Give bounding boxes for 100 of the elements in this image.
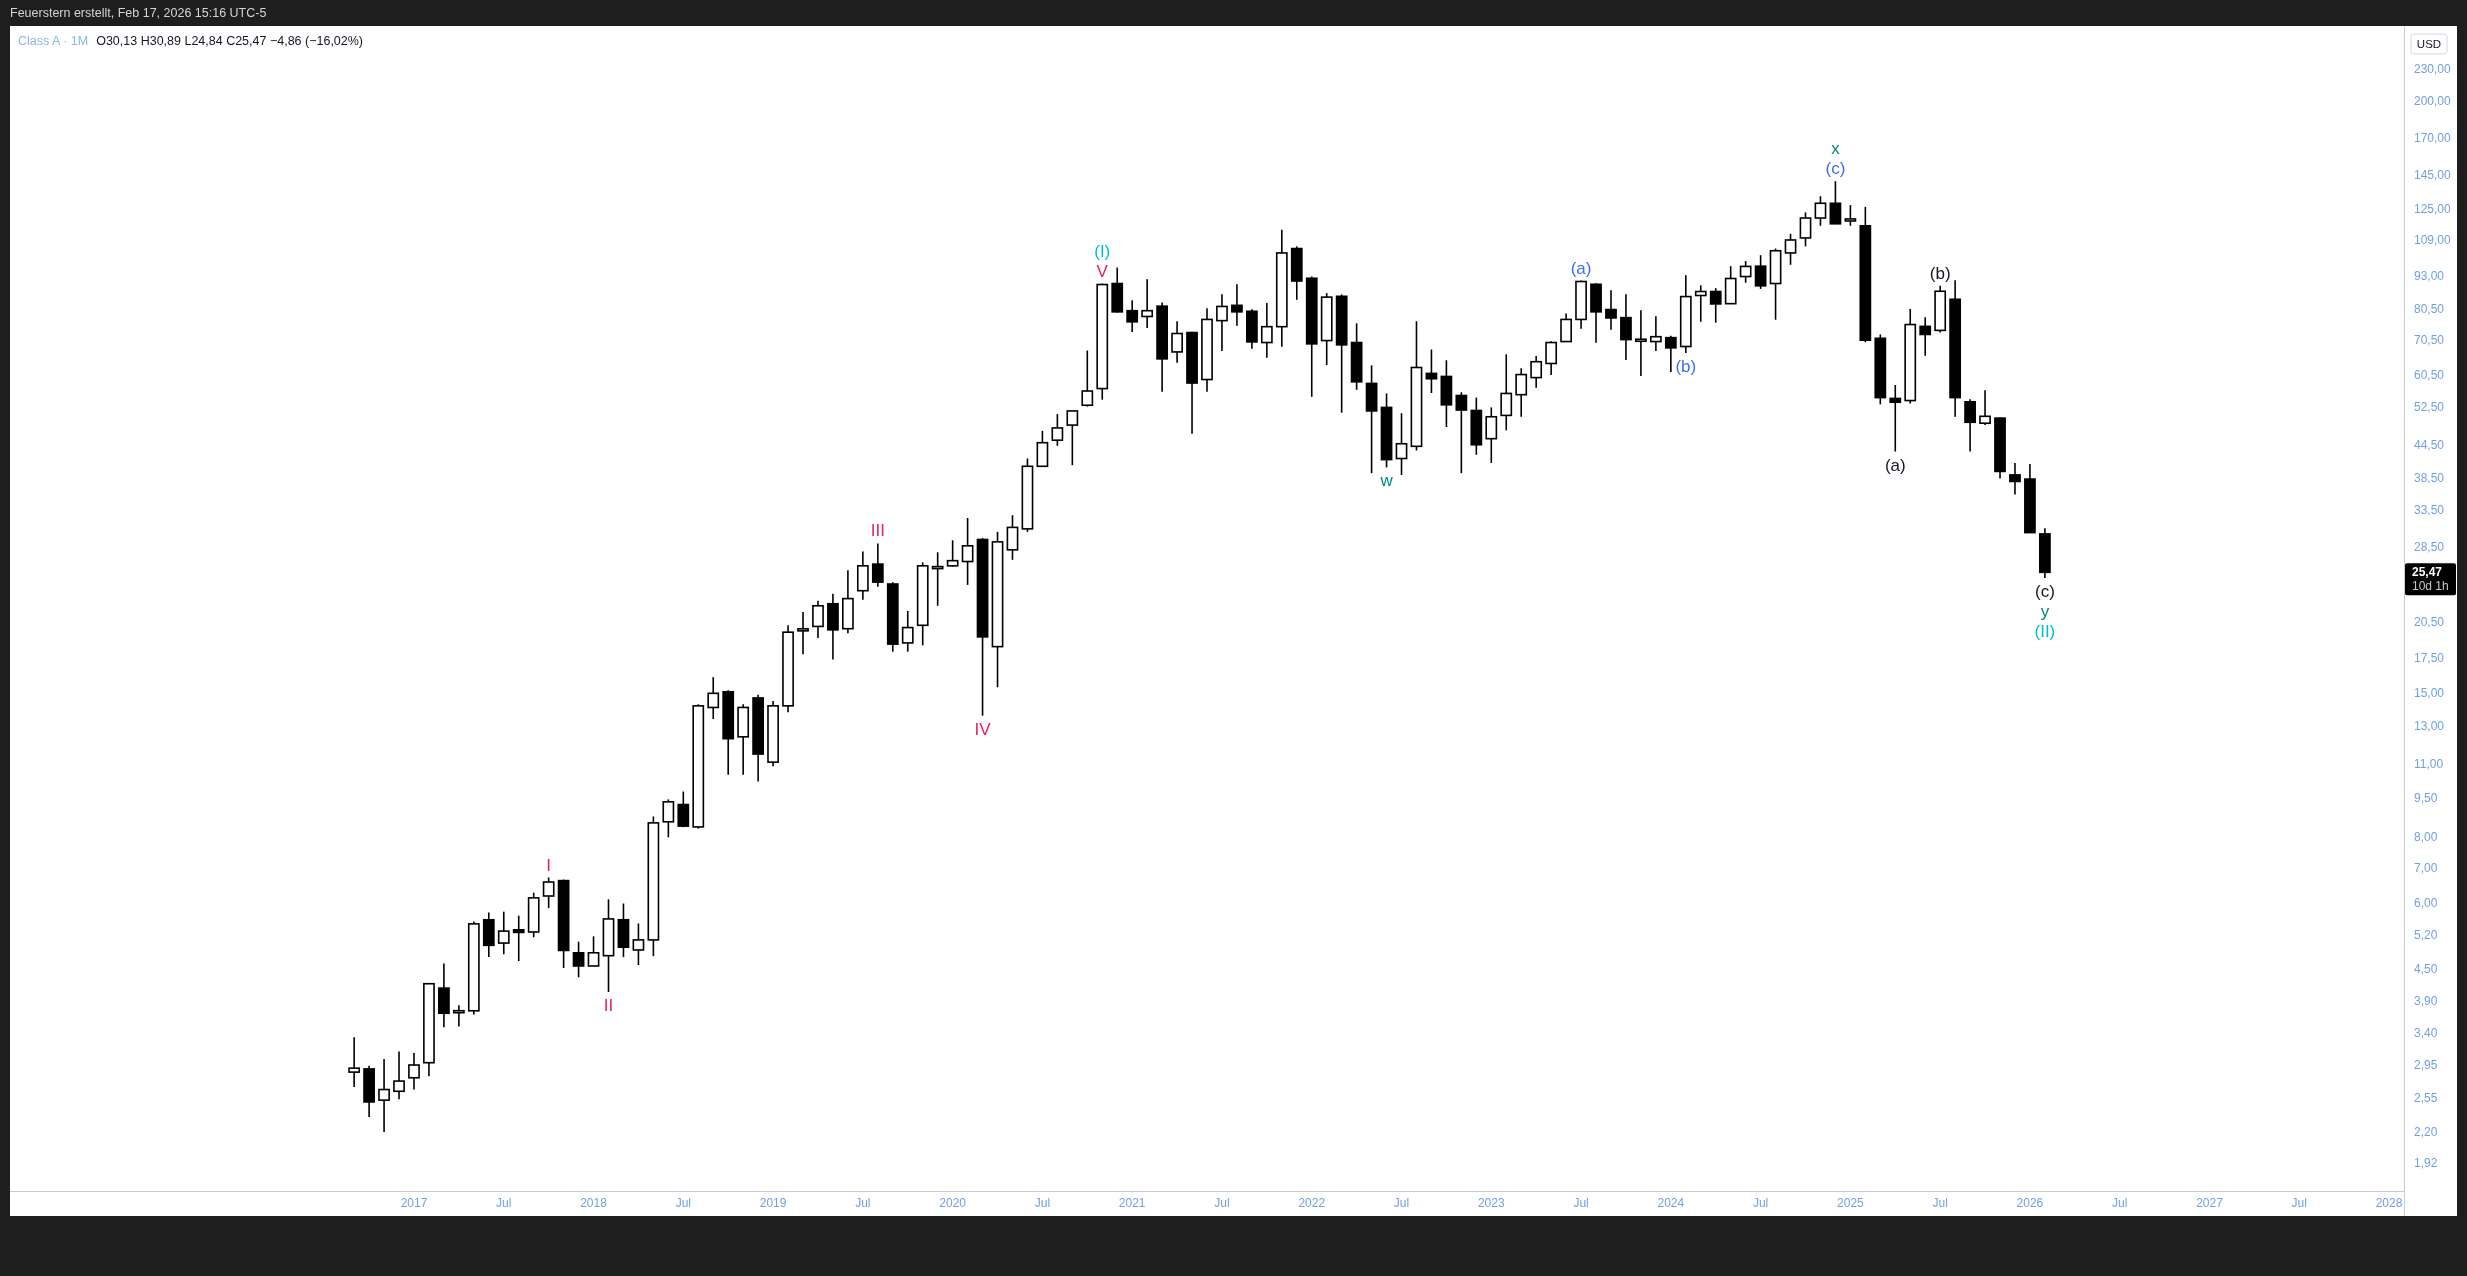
y-tick-label: 8,00 [2414,829,2438,844]
candlestick [1754,254,1767,290]
annotation: y [2040,601,2050,621]
annotation: w [1379,470,1394,490]
y-tick-label: 7,00 [2414,860,2438,875]
candlestick [1141,278,1154,329]
y-tick-label: 60,50 [2414,367,2445,382]
candlestick [452,1004,465,1028]
x-tick-label: Jul [1573,1196,1589,1210]
candlestick [1964,398,1976,453]
candlestick [931,551,944,607]
y-tick-label: 28,50 [2414,539,2445,554]
y-tick-label: 20,50 [2414,614,2445,629]
candlestick [1664,334,1677,373]
candlestick [1844,204,1857,227]
y-tick-label: 5,20 [2414,928,2438,943]
x-tick-label: Jul [1932,1196,1948,1210]
candlestick [1051,413,1064,447]
annotation: x [1831,138,1841,158]
annotation: (II) [2034,621,2056,641]
candlestick [946,539,959,568]
candlestick [348,1036,361,1088]
annotation: I [546,855,552,875]
text: 10d 1h [2412,579,2449,594]
x-tick-label: Jul [2112,1196,2128,1210]
y-tick-label: 52,50 [2414,399,2445,414]
x-tick-label: Jul [1393,1196,1410,1210]
x-tick-label: Jul [2291,1196,2307,1210]
candlestick [1649,315,1662,352]
candlestick [378,1058,390,1133]
y-tick-label: 109,00 [2414,233,2452,247]
candlestick [1126,299,1139,333]
candlestick [1799,211,1812,248]
candlestick [1425,348,1438,394]
candlestick [1036,430,1049,468]
y-tick-label: 80,50 [2414,302,2445,317]
candlestick [1694,284,1707,323]
y-tick-label: 1,92 [2414,1156,2438,1171]
candlestick [393,1050,405,1101]
x-tick-label: 2021 [1118,1196,1146,1210]
candlestick [1395,412,1408,476]
candlestick [1889,384,1902,453]
candlestick [1919,316,1932,357]
x-tick-label: 2024 [1657,1196,1685,1210]
y-tick-label: 6,00 [2414,895,2438,910]
y-tick-label: 15,00 [2414,686,2445,701]
y-tick-label: 17,50 [2414,651,2445,666]
candlestick [1545,340,1558,376]
candlestick [1560,312,1572,343]
candlestick [572,940,585,979]
x-tick-label: Jul [1214,1196,1230,1210]
annotation: (b) [1929,263,1951,283]
annotation: (b) [1675,356,1697,376]
candlestick [1231,283,1243,327]
candlestick [1530,355,1543,389]
x-tick-label: Jul [1034,1196,1051,1210]
candlestick [961,517,974,586]
x-tick-label: Jul [675,1196,691,1210]
x-tick-label: 2027 [2196,1196,2224,1210]
y-tick-label: 9,50 [2414,790,2438,805]
y-tick-label: 200,00 [2414,94,2452,109]
candlestick [797,611,809,655]
candlestick [408,1052,420,1091]
text: Class A · 1M [18,34,89,48]
x-tick-label: 2023 [1477,1196,1505,1210]
candlestick [497,910,510,956]
y-tick-label: 145,00 [2414,167,2452,182]
y-tick-label: 70,50 [2414,332,2445,347]
y-tick-label: 2,95 [2414,1058,2438,1073]
candlestick [632,922,645,966]
candlestick [1171,320,1183,364]
candlestick [812,599,824,639]
candlestick [707,676,720,720]
y-tick-label: 2,55 [2414,1091,2438,1106]
y-tick-label: 230,00 [2414,62,2452,77]
candlestick [1635,309,1647,377]
candlestick [1260,302,1273,359]
y-tick-label: 125,00 [2414,201,2452,216]
y-tick-label: 33,50 [2414,502,2445,517]
y-tick-label: 44,50 [2414,437,2445,452]
candlestick [1814,195,1827,227]
y-tick-label: 11,00 [2414,757,2444,772]
y-tick-label: 4,50 [2414,961,2438,976]
candlestick [1605,289,1617,331]
annotation: IV [974,719,992,739]
annotation: (a) [1884,455,1906,475]
y-tick-label: 93,00 [2414,269,2445,284]
y-axis-title: USD [2416,38,2442,50]
x-tick-label: 2017 [400,1196,428,1210]
annotation: (a) [1570,258,1592,277]
candlestick [512,914,525,962]
annotation: II [603,995,614,1015]
candlestick [1006,514,1019,561]
annotation: (c) [2034,581,2055,601]
annotation: III [870,520,885,540]
x-tick-label: 2026 [2016,1196,2044,1210]
y-tick-label: 2,20 [2414,1125,2438,1140]
x-tick-label: Jul [855,1196,871,1210]
annotation: (I) [1094,241,1111,261]
text: O30,13 H30,89 L24,84 C25,47 −4,86 (−16,02%) [96,34,364,48]
